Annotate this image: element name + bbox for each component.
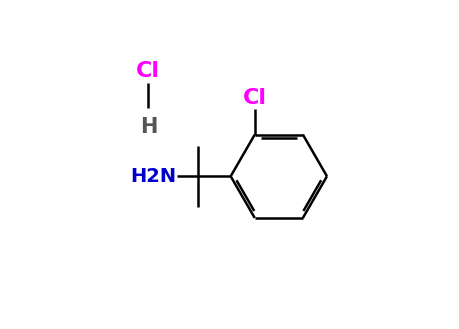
- Text: H2N: H2N: [130, 167, 176, 186]
- Text: Cl: Cl: [136, 61, 160, 81]
- Text: H: H: [140, 117, 157, 137]
- Text: Cl: Cl: [242, 88, 266, 108]
